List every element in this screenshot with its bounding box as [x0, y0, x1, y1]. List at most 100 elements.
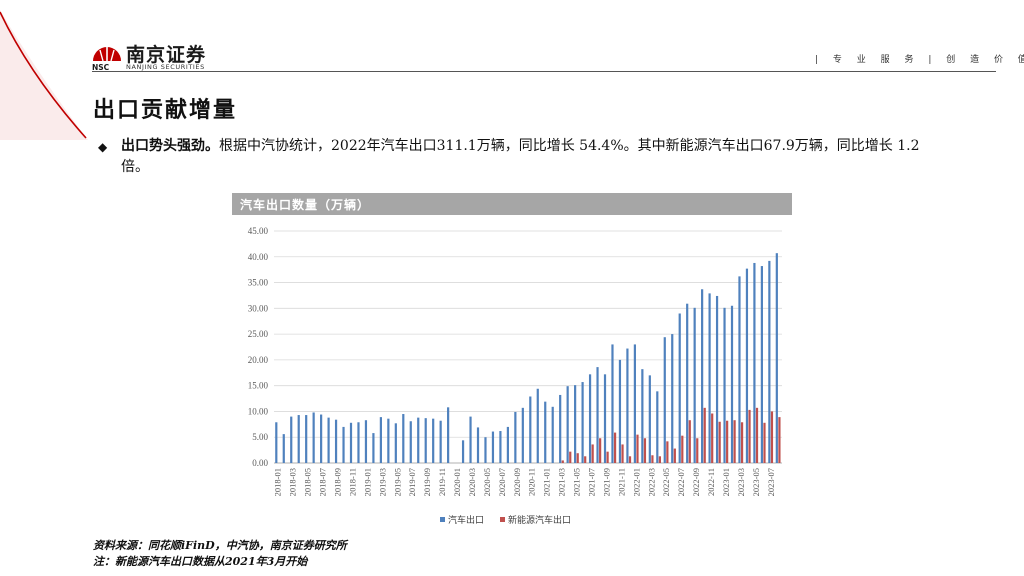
x-tick-label: 2018-05: [303, 468, 313, 496]
bar-nev-export: [569, 451, 572, 463]
bar-nev-export: [613, 432, 617, 463]
bar-auto-export: [447, 407, 450, 463]
bar-auto-export: [357, 422, 360, 463]
bar-auto-export: [775, 253, 778, 463]
y-tick-label: 40.00: [248, 252, 269, 262]
bar-auto-export: [715, 295, 719, 463]
y-tick-label: 20.00: [248, 355, 269, 365]
legend-swatch: [500, 517, 505, 522]
bar-auto-export: [342, 426, 345, 463]
bar-auto-export: [514, 411, 517, 463]
x-tick-label: 2020-05: [482, 468, 492, 496]
bar-nev-export: [591, 444, 594, 463]
chart-title: 汽车出口数量（万辆）: [240, 198, 371, 212]
summary-paragraph: 出口势头强劲。根据中汽协统计，2022年汽车出口311.1万辆，同比增长 54.…: [121, 136, 941, 178]
bar-auto-export: [730, 305, 734, 463]
bar-nev-export: [763, 422, 766, 463]
bar-auto-export: [521, 407, 524, 463]
bar-auto-export: [723, 307, 726, 463]
bar-auto-export: [379, 417, 382, 463]
bar-nev-export: [658, 456, 661, 463]
bar-nev-export: [643, 438, 647, 463]
bar-auto-export: [678, 313, 681, 463]
source-note: 资料来源：同花顺iFinD，中汽协，南京证券研究所 注：新能源汽车出口数据从20…: [93, 538, 347, 570]
bar-auto-export: [461, 440, 465, 463]
bar-nev-export: [748, 409, 751, 463]
bar-auto-export: [641, 369, 644, 463]
bar-auto-export: [484, 437, 487, 463]
legend-label: 新能源汽车出口: [508, 514, 571, 526]
x-tick-label: 2020-01: [452, 468, 462, 496]
x-tick-label: 2022-05: [661, 468, 671, 496]
y-tick-label: 45.00: [248, 226, 269, 236]
bar-auto-export: [745, 268, 749, 463]
x-tick-label: 2021-11: [616, 468, 626, 496]
bar-auto-export: [417, 417, 420, 463]
bar-auto-export: [603, 374, 607, 463]
y-tick-label: 25.00: [248, 329, 269, 339]
logo-mark-icon: [93, 47, 121, 62]
bar-auto-export: [529, 396, 532, 463]
bar-auto-export: [409, 421, 412, 463]
bullet-diamond-icon: ◆: [98, 140, 108, 154]
paragraph-lead: 出口势头强劲。: [121, 138, 219, 154]
bar-nev-export: [778, 417, 781, 463]
bar-auto-export: [320, 414, 323, 463]
bar-nev-export: [599, 438, 602, 463]
y-tick-label: 30.00: [248, 303, 269, 313]
x-tick-label: 2019-11: [437, 468, 447, 496]
bar-nev-export: [651, 455, 654, 463]
bar-auto-export: [275, 422, 278, 463]
export-bar-chart: 0.00 5.00 10.00 15.00 20.00 25.00 30.00 35.00 40…: [248, 226, 782, 526]
x-tick-label: 2019-09: [422, 468, 432, 496]
bar-auto-export: [760, 266, 763, 463]
paragraph-body: 根据中汽协统计，2022年汽车出口311.1万辆，同比增长 54.4%。其中新能…: [121, 138, 920, 175]
legend-label: 汽车出口: [448, 514, 484, 526]
x-tick-label: 2022-01: [631, 468, 641, 496]
bar-nev-export: [770, 411, 774, 463]
x-tick-label: 2020-03: [467, 468, 477, 496]
x-tick-label: 2019-03: [377, 468, 387, 496]
bar-auto-export: [566, 386, 569, 463]
note-line: 注：新能源汽车出口数据从2021年3月开始: [93, 555, 308, 568]
bar-auto-export: [574, 385, 577, 463]
y-tick-label: 35.00: [248, 278, 269, 288]
x-tick-label: 2018-03: [288, 468, 298, 496]
bar-auto-export: [327, 417, 330, 463]
bar-auto-export: [768, 260, 771, 463]
y-tick-label: 10.00: [248, 406, 269, 416]
legend-swatch: [440, 517, 445, 522]
bar-nev-export: [740, 422, 744, 463]
x-tick-label: 2018-01: [273, 468, 283, 496]
x-tick-label: 2021-09: [601, 468, 611, 496]
x-tick-label: 2018-09: [333, 468, 343, 496]
x-tick-label: 2018-07: [318, 468, 328, 496]
bar-auto-export: [671, 334, 674, 463]
bar-auto-export: [738, 276, 741, 463]
bar-auto-export: [596, 367, 599, 463]
brand-name-cn: 南京证券: [126, 44, 207, 66]
x-tick-label: 2019-07: [407, 468, 417, 496]
bar-nev-export: [755, 407, 759, 463]
bar-nev-export: [711, 413, 714, 463]
x-tick-label: 2023-07: [766, 468, 776, 496]
brand-name-en: NANJING SECURITIES: [126, 63, 205, 71]
bar-auto-export: [387, 418, 390, 463]
bar-auto-export: [648, 375, 651, 463]
x-tick-label: 2023-01: [721, 468, 731, 496]
bar-nev-export: [703, 407, 706, 463]
bar-auto-export: [424, 418, 427, 463]
bar-nev-export: [673, 448, 676, 463]
bar-auto-export: [334, 419, 338, 463]
x-tick-label: 2020-11: [527, 468, 537, 496]
bar-auto-export: [588, 374, 592, 463]
bar-auto-export: [439, 420, 442, 463]
bar-auto-export: [297, 415, 300, 463]
bar-nev-export: [561, 460, 564, 463]
bar-auto-export: [708, 293, 711, 463]
bar-auto-export: [349, 422, 353, 463]
x-tick-label: 2019-01: [362, 468, 372, 496]
bar-nev-export: [733, 420, 736, 463]
bar-nev-export: [666, 441, 669, 463]
chart-legend: 汽车出口 新能源汽车出口: [440, 514, 571, 526]
